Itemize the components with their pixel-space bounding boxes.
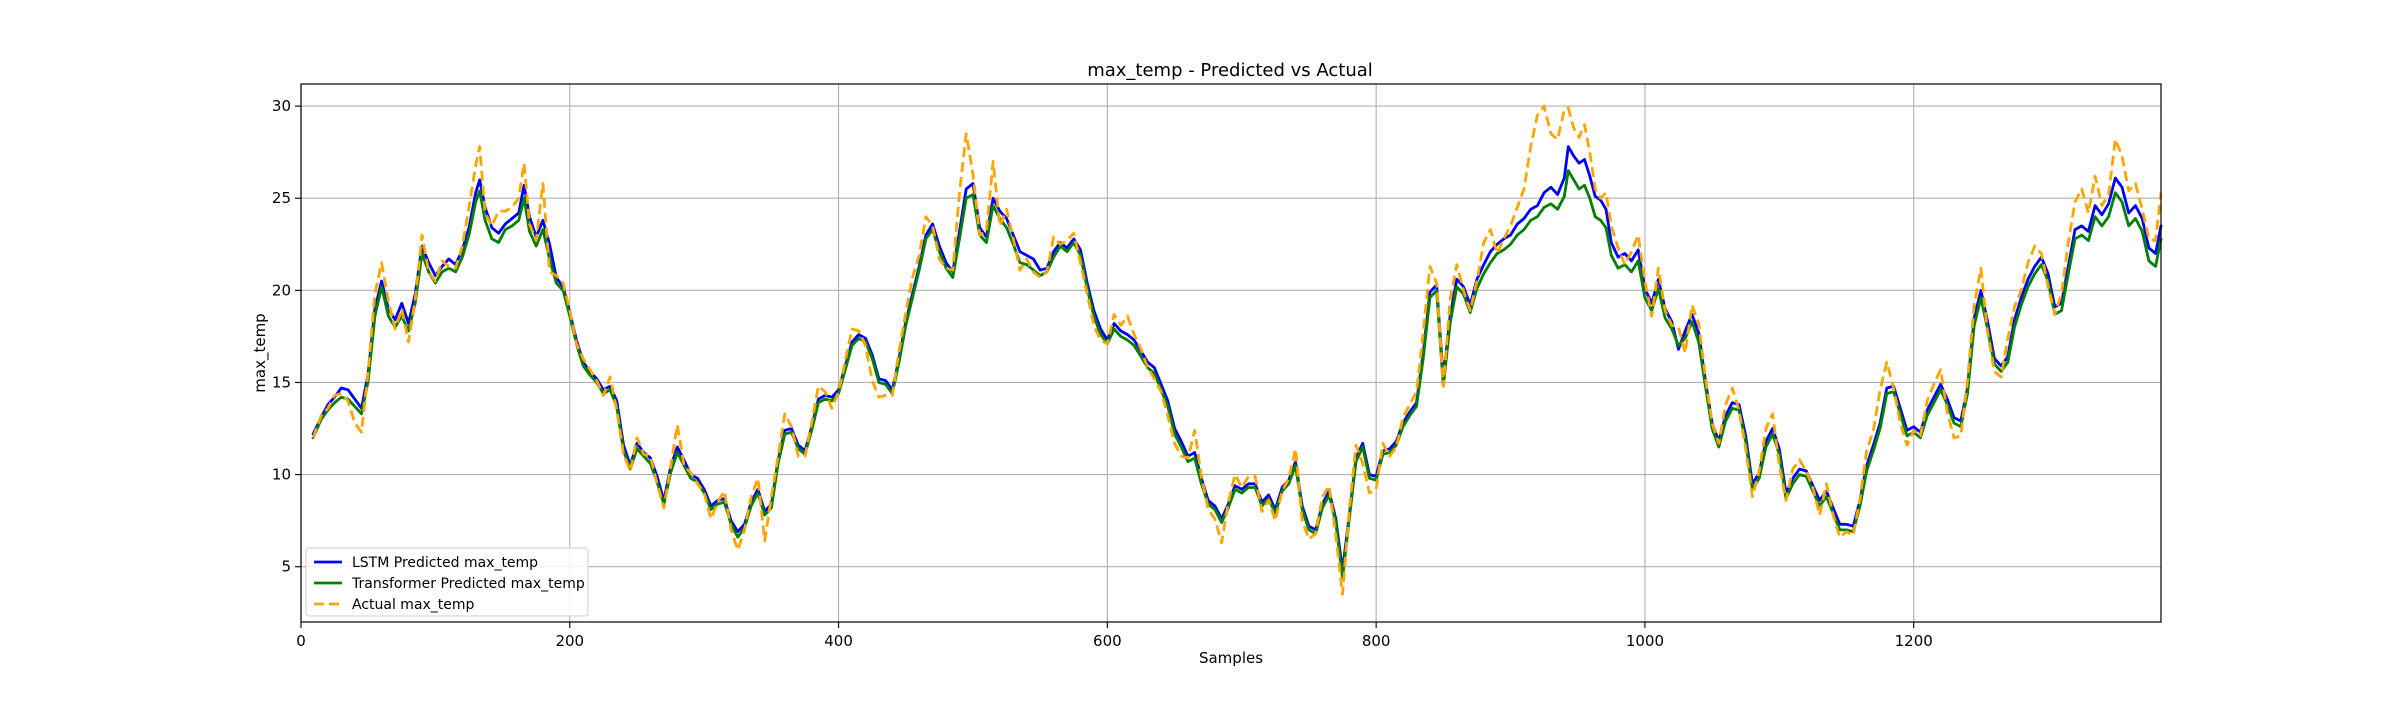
x-tick-label: 1000 xyxy=(1626,632,1664,650)
x-tick-label: 200 xyxy=(555,632,584,650)
x-axis-label: Samples xyxy=(1199,649,1263,667)
legend: LSTM Predicted max_temp Transformer Predi… xyxy=(305,547,589,617)
y-axis: 5 10 15 20 25 30 xyxy=(272,97,301,576)
plot-frame xyxy=(300,83,2162,623)
x-tick-label: 0 xyxy=(296,632,306,650)
y-axis-label: max_temp xyxy=(251,313,270,392)
x-tick-label: 800 xyxy=(1362,632,1391,650)
x-axis: 0 200 400 600 800 1000 1200 xyxy=(296,622,1933,650)
x-tick-label: 600 xyxy=(1093,632,1122,650)
legend-box xyxy=(305,547,589,617)
y-tick-label: 20 xyxy=(272,281,291,299)
legend-items: LSTM Predicted max_temp Transformer Predi… xyxy=(314,555,585,613)
y-tick-label: 15 xyxy=(272,373,291,391)
legend-label: Transformer Predicted max_temp xyxy=(351,576,585,592)
x-tick-label: 1200 xyxy=(1895,632,1933,650)
y-tick-label: 30 xyxy=(272,97,291,115)
legend-label: Actual max_temp xyxy=(352,597,475,613)
chart-title: max_temp - Predicted vs Actual xyxy=(1087,60,1373,81)
grid xyxy=(300,84,2161,622)
x-tick-label: 400 xyxy=(824,632,853,650)
legend-label: LSTM Predicted max_temp xyxy=(352,555,538,571)
y-tick-label: 10 xyxy=(272,466,291,484)
series-layer xyxy=(311,104,2163,596)
y-tick-label: 5 xyxy=(281,558,291,576)
y-tick-label: 25 xyxy=(272,189,291,207)
